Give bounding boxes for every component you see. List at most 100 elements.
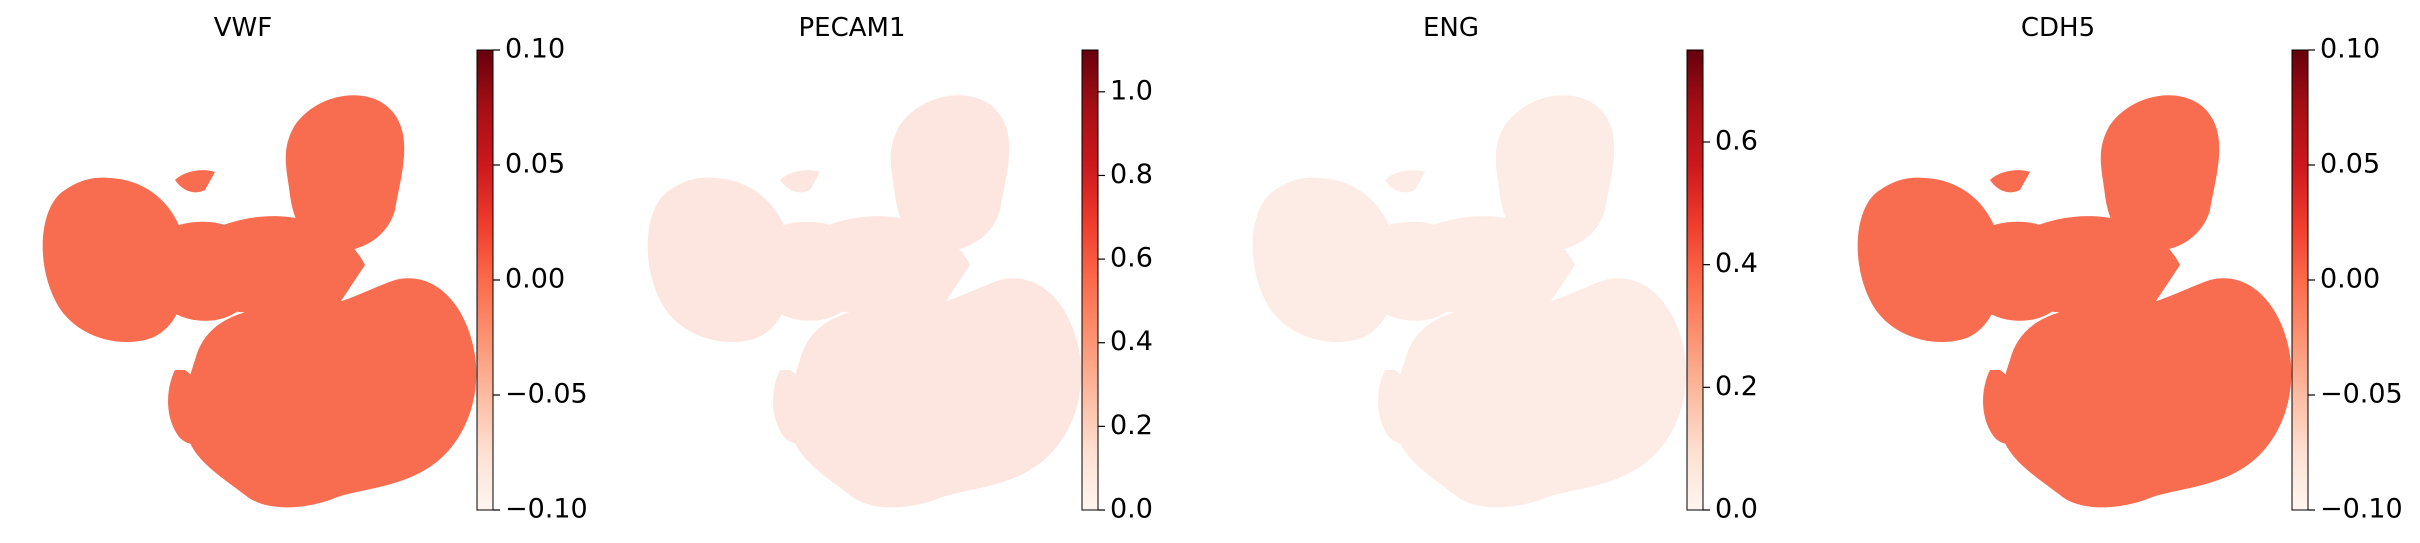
scatter-point (1060, 138, 1063, 140)
scatter-point (1657, 171, 1660, 174)
scatter-point (1440, 98, 1442, 101)
colorbar: 0.0 0.2 0.4 0.6 (1686, 49, 1758, 525)
panel-cdh5: CDH5 −0.10 −0.05 0.00 0.05 0.10 (1857, 13, 2403, 525)
scatter-point (780, 350, 783, 353)
scatter-point (1382, 341, 1385, 344)
scatter-point (1033, 470, 1035, 473)
scatter-point (747, 99, 749, 102)
scatter-point (696, 173, 698, 176)
scatter-point (1483, 121, 1486, 124)
scatter-point (1057, 224, 1060, 226)
scatter-point (1313, 403, 1316, 406)
scatter-point (1431, 485, 1433, 487)
panel-title: ENG (1423, 13, 1479, 43)
scatter-point (672, 343, 675, 346)
scatter-point (781, 329, 784, 331)
scatter-point (800, 458, 802, 461)
colorbar-tick-label: 0.6 (1110, 243, 1153, 274)
scatter-point (1349, 440, 1352, 443)
scatter-point (1352, 173, 1354, 175)
scatter-point (1073, 304, 1076, 306)
scatter-point (666, 152, 669, 154)
scatter-point (724, 92, 726, 94)
scatter-point (743, 384, 746, 386)
scatter-point (1647, 247, 1650, 249)
scatter-point (1631, 243, 1634, 246)
colorbar-gradient (1686, 49, 1704, 511)
scatter-point (1267, 387, 1270, 390)
scatter-point (1064, 226, 1067, 229)
scatter-point (828, 210, 831, 213)
scatter-point (1482, 210, 1484, 213)
scatter-point (1034, 92, 1036, 94)
scatter-point (846, 188, 849, 191)
scatter-point (1018, 254, 1021, 256)
scatter-point (1394, 104, 1396, 107)
scatter-point (702, 455, 704, 457)
scatter-point (1017, 252, 1020, 255)
scatter-point (700, 378, 703, 381)
scatter-point (980, 266, 983, 269)
scatter-point (1660, 450, 1662, 452)
scatter-point (936, 91, 938, 93)
scatter-point (1381, 435, 1384, 438)
scatter-point (782, 350, 784, 352)
scatter-point (1265, 157, 1268, 160)
scatter-point (721, 143, 723, 145)
scatter-point (1656, 93, 1658, 95)
scatter-point (713, 120, 716, 123)
scatter-point (835, 214, 838, 217)
scatter-point (895, 90, 897, 92)
scatter-point (1424, 211, 1427, 214)
scatter-point (1020, 224, 1023, 227)
scatter-point (661, 489, 664, 492)
scatter-point (1051, 199, 1054, 202)
scatter-point (1062, 295, 1065, 298)
scatter-point (1069, 219, 1072, 222)
scatter-point (1644, 278, 1647, 281)
scatter-point (858, 147, 861, 150)
scatter-point (1062, 204, 1065, 206)
umap-scatter (1857, 95, 2292, 508)
scatter-point (833, 485, 835, 488)
scatter-point (674, 439, 676, 442)
scatter-point (1652, 104, 1654, 106)
scatter-point (1027, 481, 1030, 483)
scatter-point (1390, 96, 1393, 99)
scatter-point (1272, 471, 1275, 474)
scatter-point (1650, 247, 1653, 250)
scatter-point (1635, 265, 1638, 268)
scatter-point (1329, 365, 1332, 368)
scatter-point (1275, 408, 1277, 410)
scatter-point (1306, 101, 1309, 103)
scatter-point (1023, 207, 1026, 210)
scatter-point (722, 437, 725, 440)
scatter-point (1057, 133, 1059, 135)
scatter-point (873, 172, 875, 175)
scatter-point (703, 152, 706, 155)
scatter-point (1013, 197, 1015, 200)
scatter-point (718, 163, 721, 166)
scatter-point (740, 420, 743, 423)
scatter-point (849, 178, 851, 180)
scatter-point (1286, 412, 1288, 415)
scatter-point (1058, 231, 1061, 234)
scatter-point (1369, 414, 1371, 416)
scatter-point (967, 251, 969, 254)
scatter-point (1448, 111, 1450, 114)
scatter-point (768, 102, 770, 105)
scatter-point (864, 126, 867, 128)
scatter-point (746, 407, 749, 409)
scatter-point (1625, 261, 1628, 264)
scatter-point (719, 386, 722, 389)
scatter-point (769, 395, 772, 398)
scatter-point (845, 494, 848, 497)
scatter-point (814, 166, 817, 169)
scatter-point (1261, 143, 1264, 146)
scatter-point (1040, 95, 1042, 98)
scatter-point (1480, 179, 1483, 182)
scatter-point (1278, 379, 1280, 381)
scatter-point (1469, 205, 1471, 208)
scatter-point (659, 127, 662, 130)
scatter-point (881, 100, 884, 103)
